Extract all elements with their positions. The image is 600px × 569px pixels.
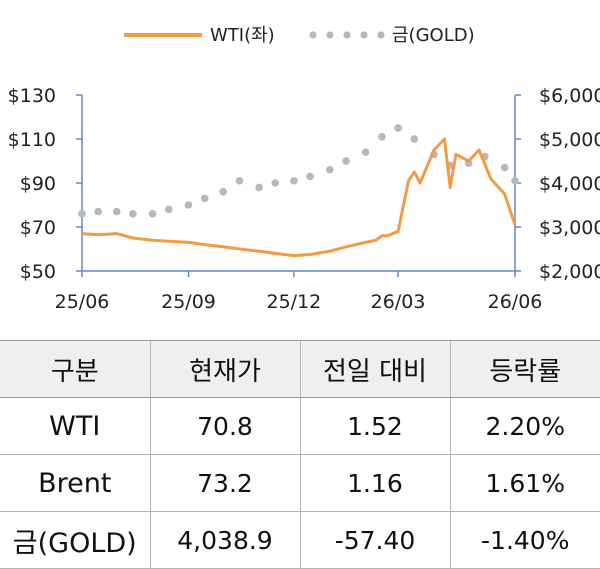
gold-point [326, 166, 334, 174]
legend-gold-dot [360, 31, 368, 39]
gold-point [378, 133, 386, 141]
table-row: WTI 70.8 1.52 2.20% [0, 397, 600, 455]
row-rate: -1.40% [449, 511, 600, 569]
gold-point [290, 177, 298, 185]
legend-label-gold: 금(GOLD) [392, 25, 475, 46]
y-right-tick-label: $6,000 [539, 85, 600, 107]
row-name: WTI [0, 397, 150, 455]
x-tick-label: 26/06 [488, 291, 543, 313]
x-tick-label: 25/06 [55, 291, 110, 313]
legend-gold-dot [326, 31, 334, 39]
y-left-tick-label: $70 [20, 217, 56, 239]
row-change: 1.52 [299, 397, 450, 455]
gold-point [410, 135, 419, 143]
row-price: 70.8 [149, 397, 300, 455]
gold-point [271, 179, 280, 187]
x-tick-label: 26/03 [371, 291, 426, 313]
gold-point [78, 210, 86, 218]
row-name: 금(GOLD) [0, 511, 150, 569]
table-row: Brent 73.2 1.16 1.61% [0, 454, 600, 512]
gold-point [219, 188, 227, 196]
x-tick-label: 25/12 [266, 291, 321, 313]
gold-point [235, 177, 244, 185]
gold-point [165, 205, 173, 214]
gold-point [148, 210, 157, 218]
y-right-tick-label: $4,000 [539, 173, 600, 195]
chart-legend: WTI(좌) 금(GOLD) [124, 25, 475, 46]
gold-point [94, 207, 102, 216]
header-category: 구분 [0, 340, 150, 398]
gold-point [511, 177, 519, 185]
legend-gold-dot [343, 31, 351, 39]
legend-gold-dot [309, 31, 317, 39]
table-row: 금(GOLD) 4,038.9 -57.40 -1.40% [0, 511, 600, 569]
gold-point [129, 210, 137, 218]
gold-point [500, 163, 509, 172]
quote-table: 구분 현재가 전일 대비 등락률 WTI 70.8 1.52 2.20% Bre… [0, 340, 600, 569]
gold-point [306, 172, 314, 181]
row-change: 1.16 [299, 454, 450, 512]
row-name: Brent [0, 454, 150, 512]
header-change-rate: 등락률 [449, 340, 600, 398]
y-right-tick-label: $5,000 [539, 129, 600, 151]
row-price: 4,038.9 [149, 511, 300, 569]
y-left-tick-label: $130 [8, 85, 56, 107]
series-wti-line [81, 137, 517, 258]
row-rate: 2.20% [449, 397, 600, 455]
y-right-tick-label: $2,000 [539, 261, 600, 283]
y-left-tick-label: $110 [8, 129, 56, 151]
price-chart: WTI(좌) 금(GOLD) $50 $70 $90 $110 $130 $2,000 $3… [8, 25, 600, 313]
gold-point [255, 183, 263, 192]
row-price: 73.2 [149, 454, 300, 512]
legend-label-wti: WTI(좌) [210, 25, 275, 46]
row-change: -57.40 [299, 511, 450, 569]
gold-point [112, 207, 121, 216]
gold-point [184, 201, 193, 209]
row-rate: 1.61% [449, 454, 600, 512]
header-change: 전일 대비 [299, 340, 450, 398]
header-current-price: 현재가 [149, 340, 300, 398]
table-header-row: 구분 현재가 전일 대비 등락률 [0, 340, 600, 398]
gold-point [394, 124, 402, 132]
x-tick-label: 25/09 [161, 291, 216, 313]
legend-swatch-gold [309, 31, 385, 39]
legend-gold-dot [377, 31, 385, 39]
gold-point [342, 157, 350, 165]
gold-point [200, 194, 209, 203]
gold-point [361, 148, 370, 156]
y-left-tick-label: $50 [20, 261, 56, 283]
y-left-tick-label: $90 [20, 173, 56, 195]
y-right-tick-label: $3,000 [539, 217, 600, 239]
series-gold [78, 124, 519, 218]
